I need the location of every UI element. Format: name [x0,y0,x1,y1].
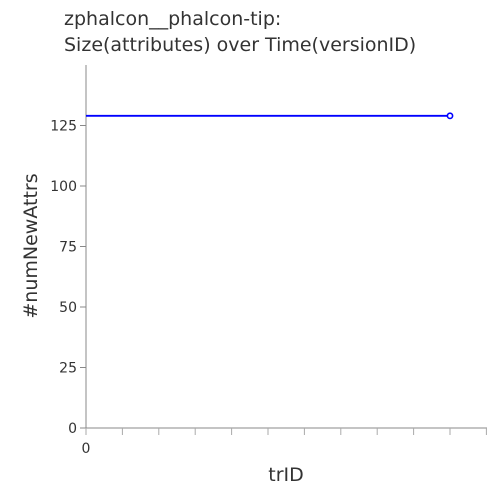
x-tick-label-0: 0 [82,441,91,457]
y-axis-title: #numNewAttrs [20,173,42,318]
chart-title-line-1: zphalcon__phalcon-tip: [64,8,281,30]
y-tick-label-50: 50 [59,300,77,316]
y-tick-label-25: 25 [59,361,77,377]
series-layer [86,112,454,120]
y-tick-label-75: 75 [59,240,77,256]
y-axis-ticks: 0 25 50 75 100 125 [50,119,86,437]
y-tick-label-125: 125 [50,119,77,135]
chart-title-line-2: Size(attributes) over Time(versionID) [64,34,416,56]
data-point-0-1 [446,112,454,120]
x-axis-ticks [85,428,487,435]
y-tick-label-0: 0 [68,421,77,437]
x-axis-title: trID [268,464,304,486]
y-tick-label-100: 100 [50,179,77,195]
